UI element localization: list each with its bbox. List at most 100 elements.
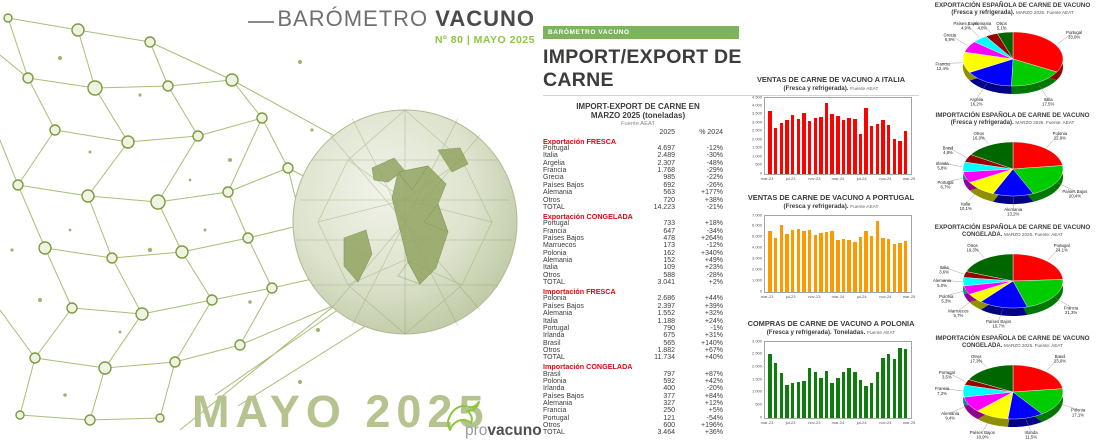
table-source: Fuente AEAT	[543, 121, 733, 127]
row-country: TOTAL	[543, 429, 631, 436]
bar	[842, 372, 845, 418]
row-value: 588	[631, 272, 675, 279]
row-pct: +177%	[675, 189, 723, 196]
x-tick: jul-24	[857, 176, 867, 181]
row-pct: +12%	[675, 400, 723, 407]
y-tick: 1.000	[744, 277, 762, 282]
y-tick: 1.000	[744, 389, 762, 394]
row-value: 2.307	[631, 160, 675, 167]
row-value: 565	[631, 340, 675, 347]
y-tick: 1.000	[744, 153, 762, 158]
bar	[802, 231, 805, 292]
row-pct: -28%	[675, 272, 723, 279]
row-country: Otros	[543, 197, 631, 204]
row-country: Alemania	[543, 310, 631, 317]
row-pct: -20%	[675, 385, 723, 392]
row-value: 400	[631, 385, 675, 392]
y-tick: 1.500	[744, 145, 762, 150]
y-tick: 2.000	[744, 363, 762, 368]
row-pct: +44%	[675, 295, 723, 302]
row-pct: -26%	[675, 182, 723, 189]
bar	[859, 380, 862, 418]
pie-subtitle: (Fresca y refrigerada). MARZO 2025. Fuen…	[925, 9, 1100, 17]
y-tick: 5.000	[744, 234, 762, 239]
row-value: 733	[631, 220, 675, 227]
network-globe-illustration	[0, 0, 540, 445]
chart-subtitle-text: (Fresca y refrigerada). Toneladas.	[767, 329, 866, 336]
bar	[791, 115, 794, 173]
row-value: 985	[631, 174, 675, 181]
bar	[785, 385, 788, 418]
row-country: Francia	[543, 167, 631, 174]
y-tick: 2.500	[744, 128, 762, 133]
plot-area	[764, 97, 912, 175]
row-pct: -21%	[675, 204, 723, 211]
bar	[864, 231, 867, 292]
bar	[893, 244, 896, 292]
row-pct: +340%	[675, 250, 723, 257]
row-value: 692	[631, 182, 675, 189]
row-value: 600	[631, 422, 675, 429]
chart-title: VENTAS DE CARNE DE VACUNO A ITALIA	[742, 76, 920, 85]
bar	[814, 372, 817, 418]
y-tick: 3.000	[744, 119, 762, 124]
bar	[768, 354, 771, 417]
row-pct: -29%	[675, 167, 723, 174]
chart-source: Fuente AEAT	[850, 205, 878, 210]
y-tick: 6.000	[744, 223, 762, 228]
pie-import-fresca: IMPORTACIÓN ESPAÑOLA DE CARNE DE VACUNO …	[925, 112, 1100, 224]
bar	[791, 383, 794, 417]
section-banner: BARÓMETRO VACUNO	[543, 26, 739, 39]
bar-chart-portugal: VENTAS DE CARNE DE VACUNO A PORTUGAL (Fr…	[742, 194, 920, 300]
bar	[836, 378, 839, 417]
bar	[830, 231, 833, 292]
x-tick: mar-23	[761, 420, 774, 425]
bar	[768, 111, 771, 173]
row-country: Polonia	[543, 250, 631, 257]
bar	[830, 383, 833, 417]
pie-subtitle-text: CONGELADA.	[962, 343, 1002, 349]
bar	[774, 363, 777, 417]
chart-subtitle: (Fresca y refrigerada). Toneladas. Fuent…	[742, 329, 920, 337]
row-pct: +2%	[675, 279, 723, 286]
pie-slice	[1013, 142, 1063, 169]
bar	[853, 372, 856, 418]
row-pct: -12%	[675, 145, 723, 152]
x-tick: mar-23	[761, 294, 774, 299]
row-value: 109	[631, 264, 675, 271]
row-value: 11.734	[631, 354, 675, 361]
bar	[859, 237, 862, 291]
pie-import-congelada: IMPORTACIÓN ESPAÑOLA DE CARNE DE VACUNO …	[925, 335, 1100, 447]
bar	[808, 368, 811, 417]
row-country: Brasil	[543, 340, 631, 347]
row-country: Otros	[543, 347, 631, 354]
bar	[774, 128, 777, 174]
x-tick: jul-23	[786, 294, 796, 299]
